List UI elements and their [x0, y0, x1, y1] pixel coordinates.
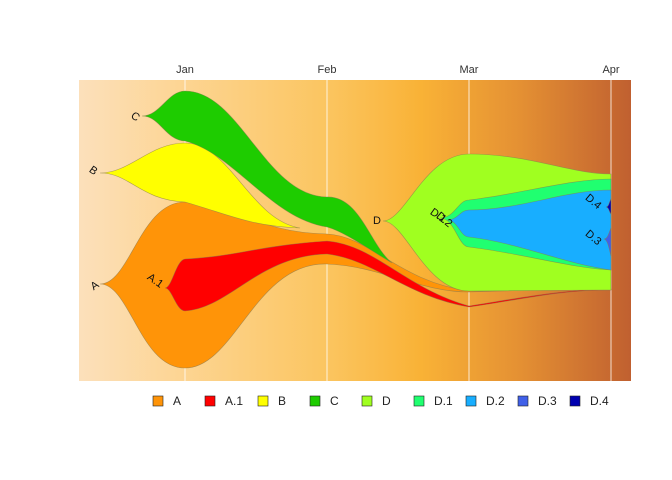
legend-swatch-d-3 — [517, 395, 529, 407]
x-tick-label: Apr — [602, 64, 619, 76]
legend-swatch-a — [152, 395, 164, 407]
legend-swatch-b — [257, 395, 269, 407]
stream-label-d: D — [373, 215, 381, 227]
legend-swatch-d-4 — [569, 395, 581, 407]
x-tick-label: Mar — [460, 64, 479, 76]
legend-label-c: C — [330, 394, 339, 408]
legend-swatch-c — [309, 395, 321, 407]
legend-label-d-2: D.2 — [486, 394, 505, 408]
legend-swatch-a-1 — [204, 395, 216, 407]
legend-label-a: A — [173, 394, 181, 408]
stream-d-4 — [605, 198, 612, 215]
legend-label-d-4: D.4 — [590, 394, 609, 408]
x-tick-label: Jan — [176, 64, 194, 76]
stream-d-3 — [603, 227, 612, 257]
x-tick-label: Feb — [318, 64, 337, 76]
legend-label-d-3: D.3 — [538, 394, 557, 408]
stream-b — [99, 142, 301, 229]
stream-c — [141, 90, 393, 264]
legend-swatch-d — [361, 395, 373, 407]
legend-swatch-d-1 — [413, 395, 425, 407]
legend-label-d-1: D.1 — [434, 394, 453, 408]
legend-swatch-d-2 — [465, 395, 477, 407]
legend-label-a-1: A.1 — [225, 394, 243, 408]
legend-label-b: B — [278, 394, 286, 408]
legend-label-d: D — [382, 394, 391, 408]
